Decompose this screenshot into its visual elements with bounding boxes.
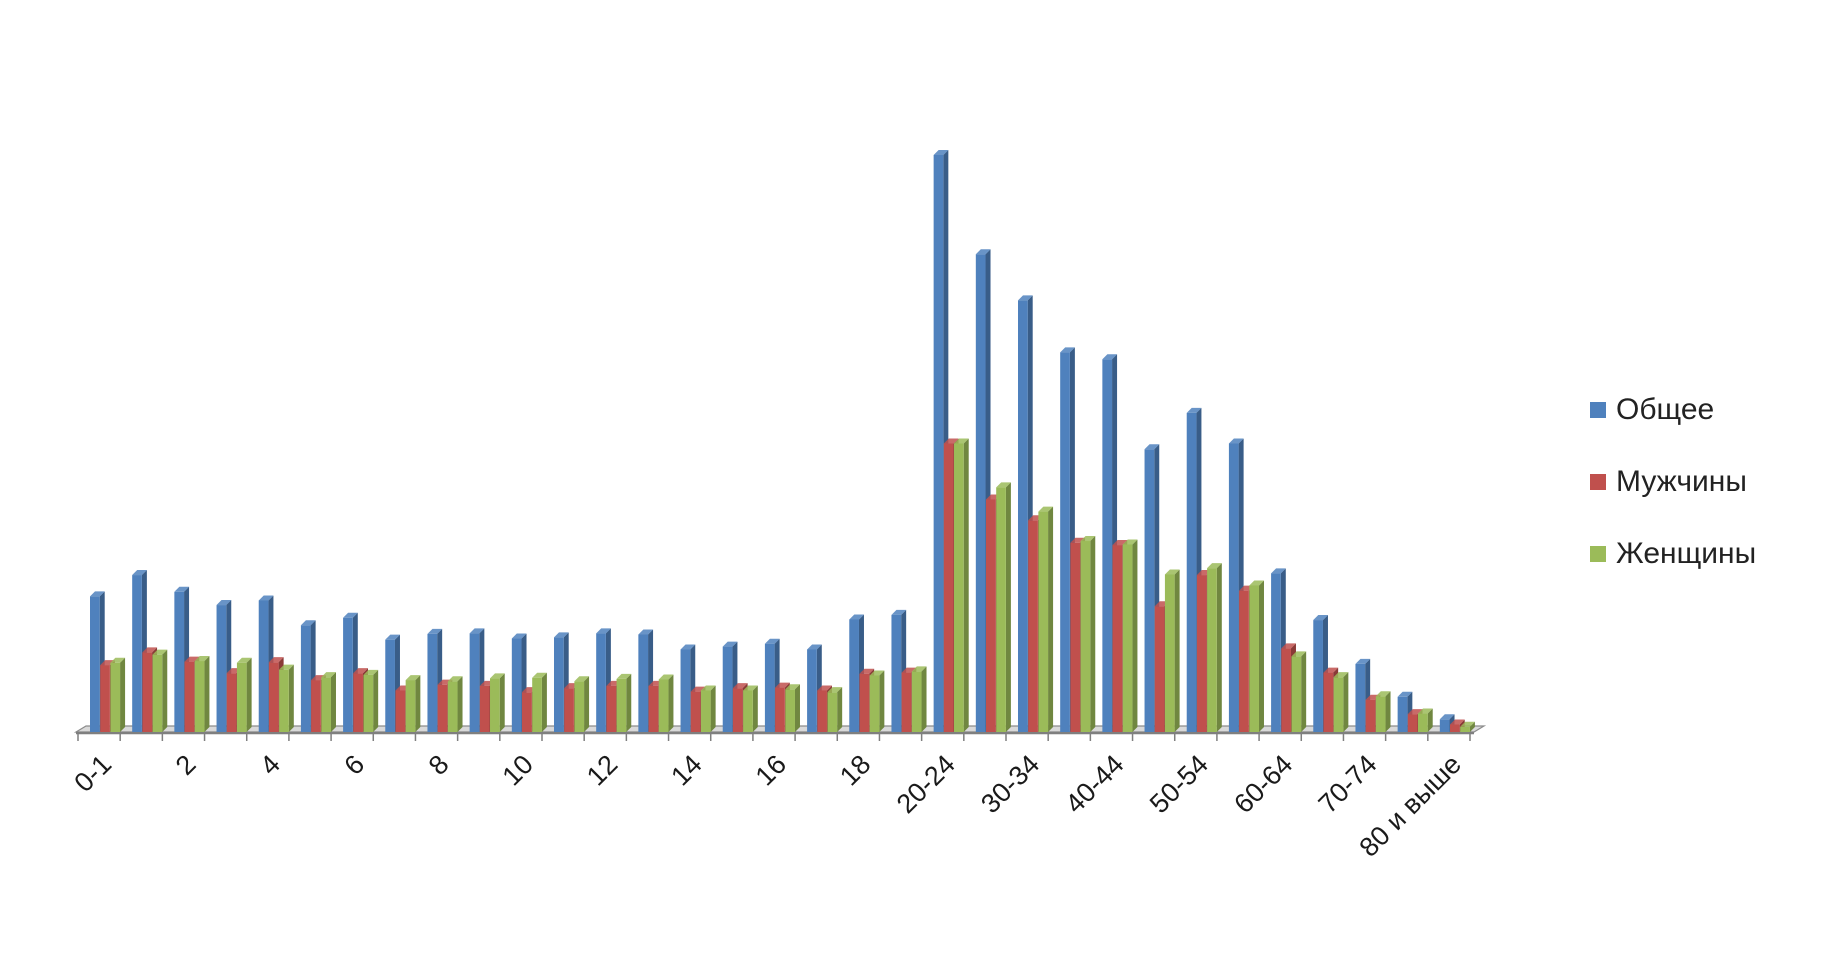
bar-2-22 — [1038, 506, 1054, 732]
bar-2-26 — [1207, 563, 1222, 732]
bar-2-30 — [1375, 691, 1391, 732]
x-tick-label: 6 — [338, 749, 370, 781]
x-tick-label: 40-44 — [1060, 749, 1130, 819]
bar-2-20 — [954, 438, 969, 732]
legend-swatch-total — [1590, 402, 1606, 418]
bar-2-23 — [1080, 536, 1096, 732]
bar-2-16 — [785, 684, 800, 732]
bar-2-14 — [700, 685, 716, 732]
bar-2-27 — [1249, 580, 1264, 732]
bar-2-18 — [869, 670, 885, 732]
x-tick-label: 8 — [423, 749, 455, 781]
legend-item-men: Мужчины — [1590, 464, 1756, 500]
x-tick-label: 0-1 — [68, 749, 117, 798]
bar-2-17 — [827, 687, 843, 732]
x-tick-label: 16 — [750, 749, 792, 791]
x-tick-label: 18 — [834, 749, 876, 791]
bar-2-28 — [1291, 651, 1307, 732]
bar-2-15 — [743, 685, 758, 732]
bar-2-32 — [1460, 721, 1475, 732]
bar-2-12 — [616, 673, 632, 732]
bar-2-0 — [110, 657, 126, 732]
bar-2-29 — [1333, 672, 1349, 732]
x-tick-label: 12 — [581, 749, 623, 791]
legend-label-total: Общее — [1616, 393, 1715, 426]
bar-2-7 — [405, 675, 421, 732]
bar-2-31 — [1418, 708, 1433, 732]
bar-2-9 — [490, 673, 505, 732]
bar-2-21 — [996, 482, 1011, 732]
legend-item-women: Женщины — [1590, 536, 1756, 572]
bar-2-19 — [911, 666, 927, 732]
bar-2-13 — [658, 674, 674, 732]
legend-label-women: Женщины — [1616, 537, 1757, 570]
bar-2-10 — [532, 672, 547, 732]
legend-item-total: Общее — [1590, 392, 1756, 428]
x-tick-label: 70-74 — [1313, 749, 1383, 819]
bar-2-2 — [194, 656, 210, 732]
x-tick-label: 60-64 — [1228, 749, 1298, 819]
x-tick-label: 30-34 — [975, 749, 1045, 819]
x-tick-label: 50-54 — [1144, 749, 1214, 819]
bar-2-6 — [363, 669, 379, 732]
chart-legend: Общее Мужчины Женщины — [1590, 392, 1756, 608]
bar-2-3 — [236, 657, 252, 732]
bar-2-25 — [1164, 569, 1180, 732]
legend-label-men: Мужчины — [1616, 465, 1747, 498]
bar-2-24 — [1122, 539, 1138, 732]
x-tick-label: 2 — [170, 749, 202, 781]
x-tick-label: 10 — [497, 749, 539, 791]
bar-2-1 — [152, 649, 168, 732]
legend-swatch-women — [1590, 546, 1606, 562]
bar-2-5 — [321, 672, 336, 732]
x-tick-label: 14 — [665, 749, 707, 791]
bar-2-4 — [279, 664, 294, 732]
bar-2-8 — [447, 676, 463, 732]
legend-swatch-men — [1590, 474, 1606, 490]
x-tick-label: 20-24 — [891, 749, 961, 819]
bar-2-11 — [574, 676, 590, 732]
x-tick-label: 4 — [254, 749, 286, 781]
